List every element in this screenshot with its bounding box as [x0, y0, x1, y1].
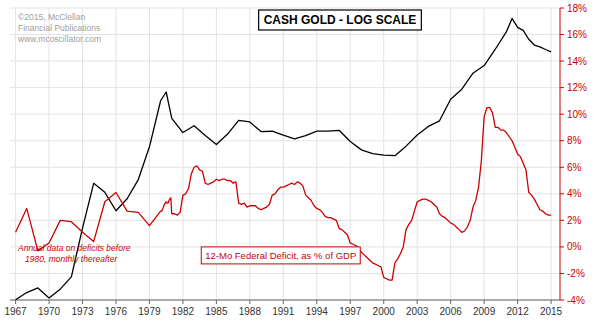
- x-tick-label: 2012: [506, 306, 529, 317]
- y2-grid-line: [10, 8, 560, 9]
- chart-container: 1967 1970 1973 1976 1979 1982 1985 1988 1991 1994…: [0, 0, 600, 328]
- y2-tick: [560, 8, 564, 9]
- axes: 1967 1970 1973 1976 1979 1982 1985 1988 1991 1994…: [4, 3, 587, 318]
- x-tick: [551, 300, 552, 304]
- y2-tick-label: -2%: [567, 268, 585, 279]
- x-axis-line: [10, 300, 560, 301]
- x-tick: [517, 300, 518, 304]
- y2-tick: [560, 273, 564, 274]
- grid: [10, 8, 560, 300]
- x-tick-label: 1979: [138, 306, 161, 317]
- x-tick-label: 1976: [105, 306, 128, 317]
- note-annual-line: Annual data on deficits before: [17, 243, 131, 253]
- x-grid-line: [417, 8, 418, 300]
- watermark-line: ©2015, McClellan: [18, 12, 85, 22]
- y2-tick: [560, 34, 564, 35]
- x-grid-line: [450, 8, 451, 300]
- x-grid-line: [383, 8, 384, 300]
- x-grid-line: [182, 8, 183, 300]
- y2-tick: [560, 193, 564, 194]
- x-tick: [450, 300, 451, 304]
- x-tick: [484, 300, 485, 304]
- x-grid-line: [484, 8, 485, 300]
- y2-tick-label: 0%: [567, 241, 582, 252]
- title-box: [259, 10, 422, 30]
- y2-tick: [560, 300, 564, 301]
- title: CASH GOLD - LOG SCALE: [264, 13, 417, 27]
- y2-grid-line: [10, 140, 560, 141]
- x-tick: [49, 300, 50, 304]
- x-tick-label: 1988: [239, 306, 262, 317]
- chart-svg: 1967 1970 1973 1976 1979 1982 1985 1988 1991 1994…: [0, 0, 600, 328]
- y2-tick-label: 6%: [567, 162, 582, 173]
- x-tick: [316, 300, 317, 304]
- x-tick-label: 1985: [205, 306, 228, 317]
- x-tick: [15, 300, 16, 304]
- y2-grid-line: [10, 300, 560, 301]
- x-tick-label: 1982: [172, 306, 195, 317]
- x-tick: [115, 300, 116, 304]
- x-tick-label: 2003: [406, 306, 429, 317]
- y2-grid-line: [10, 114, 560, 115]
- y2-tick-label: -4%: [567, 295, 585, 306]
- watermark-line: www.mcoscillator.com: [17, 34, 101, 44]
- y2-tick: [560, 61, 564, 62]
- y2-tick: [560, 114, 564, 115]
- x-tick-label: 1997: [339, 306, 362, 317]
- x-tick-label: 1991: [272, 306, 295, 317]
- texts: CASH GOLD - LOG SCALE ©2015, McClellanFin…: [17, 10, 421, 264]
- note-annual: Annual data on deficits before 1980, mon…: [17, 243, 131, 264]
- x-tick: [283, 300, 284, 304]
- x-tick-label: 2000: [373, 306, 396, 317]
- gold-line: [16, 18, 552, 299]
- x-tick: [182, 300, 183, 304]
- series-group: [16, 18, 552, 299]
- y2-tick: [560, 87, 564, 88]
- y2-tick: [560, 167, 564, 168]
- x-grid-line: [15, 8, 16, 300]
- y2-tick-label: 18%: [567, 3, 587, 14]
- x-tick: [216, 300, 217, 304]
- x-tick: [149, 300, 150, 304]
- y2-tick-label: 4%: [567, 188, 582, 199]
- x-tick: [249, 300, 250, 304]
- y2-grid-line: [10, 61, 560, 62]
- y2-tick-label: 10%: [567, 109, 587, 120]
- y2-grid-line: [10, 220, 560, 221]
- x-tick-label: 1970: [38, 306, 61, 317]
- x-tick-label: 2006: [440, 306, 463, 317]
- y2-tick-label: 12%: [567, 82, 587, 93]
- y2-tick-label: 2%: [567, 215, 582, 226]
- y2-tick: [560, 246, 564, 247]
- y2-tick-label: 8%: [567, 135, 582, 146]
- note-deficit: 12-Mo Federal Deficit, as % of GDP: [205, 250, 356, 261]
- x-tick: [383, 300, 384, 304]
- watermark-line: Financial Publications: [18, 23, 100, 33]
- y2-grid-line: [10, 167, 560, 168]
- background: [0, 0, 600, 328]
- y2-axis-line: [560, 8, 561, 300]
- y2-grid-line: [10, 87, 560, 88]
- deficit-line: [16, 108, 552, 281]
- x-tick: [417, 300, 418, 304]
- x-tick-label: 2015: [540, 306, 563, 317]
- y2-tick: [560, 220, 564, 221]
- watermark: ©2015, McClellanFinancial Publicationsww…: [17, 12, 101, 44]
- y2-tick-label: 14%: [567, 56, 587, 67]
- x-tick-label: 2009: [473, 306, 496, 317]
- y2-tick: [560, 140, 564, 141]
- x-tick-label: 1967: [4, 306, 27, 317]
- y2-tick-label: 16%: [567, 29, 587, 40]
- x-tick-label: 1973: [71, 306, 94, 317]
- x-grid-line: [149, 8, 150, 300]
- y2-grid-line: [10, 273, 560, 274]
- x-tick: [350, 300, 351, 304]
- x-tick: [82, 300, 83, 304]
- x-tick-label: 1994: [306, 306, 329, 317]
- note-annual-line: 1980, monthly thereafter: [18, 254, 118, 264]
- note-deficit-box: [201, 247, 360, 264]
